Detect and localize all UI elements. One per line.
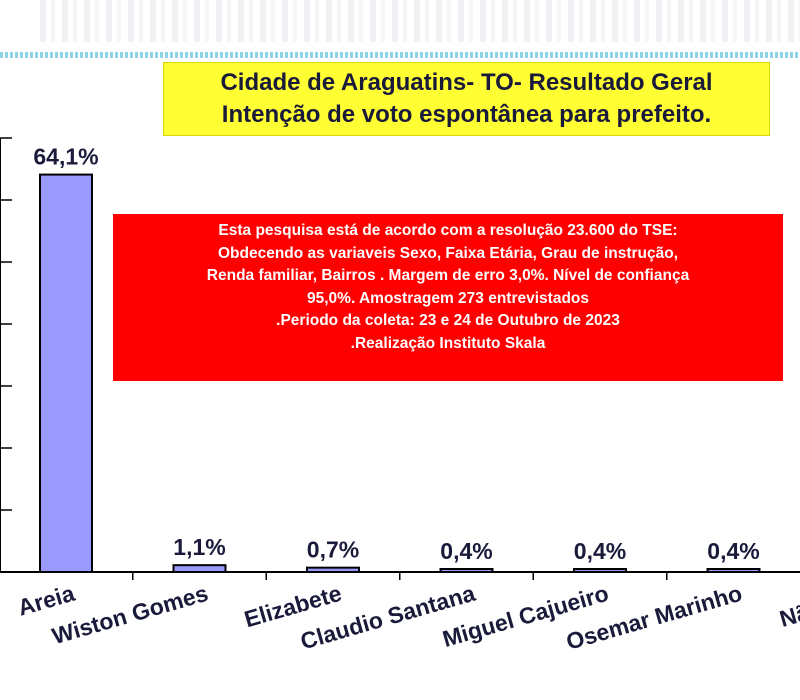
header-divider [0, 52, 800, 58]
chart-data-labels: 64,1% 1,1% 0,7% 0,4% 0,4% 0,4% [33, 144, 759, 564]
note-line: Esta pesquisa está de acordo com a resol… [218, 222, 678, 239]
data-label: 1,1% [173, 534, 225, 560]
bar-3 [306, 566, 360, 573]
chart-bars [39, 173, 761, 574]
chart-title: Cidade de Araguatins- TO- Resultado Gera… [220, 69, 713, 96]
category-label: Areia [15, 580, 78, 621]
note-line: .Periodo da coleta: 23 e 24 de Outubro d… [276, 312, 620, 329]
top-banner [0, 0, 800, 46]
note-line: .Realização Instituto Skala [350, 334, 546, 352]
data-label: 64,1% [33, 144, 98, 170]
bar-6 [706, 568, 761, 573]
bar-2 [172, 564, 227, 573]
chart-subtitle: Intenção de voto espontânea para prefeit… [221, 101, 712, 128]
faded-header-text [40, 0, 800, 42]
note-line: Obdecendo as variaveis Sexo, Faixa Etári… [217, 244, 679, 262]
bar-4 [439, 568, 494, 573]
data-label: 0,4% [707, 538, 759, 564]
bar-5 [573, 568, 627, 573]
note-line: 95,0%. Amostragem 273 entrevistados [307, 289, 589, 307]
data-label: 0,4% [440, 538, 492, 564]
bar-1 [39, 173, 93, 574]
category-label: Wiston Gomes [49, 580, 211, 649]
note-line: Renda familiar, Bairros . Margem de erro… [206, 267, 690, 284]
chart-title-box: Cidade de Araguatins- TO- Resultado Gera… [163, 62, 770, 136]
methodology-note: Esta pesquisa está de acordo com a resol… [113, 214, 783, 381]
data-label: 0,4% [574, 538, 626, 564]
chart-axes [0, 137, 800, 580]
data-label: 0,7% [307, 537, 359, 563]
category-label: Não opin [777, 580, 800, 632]
